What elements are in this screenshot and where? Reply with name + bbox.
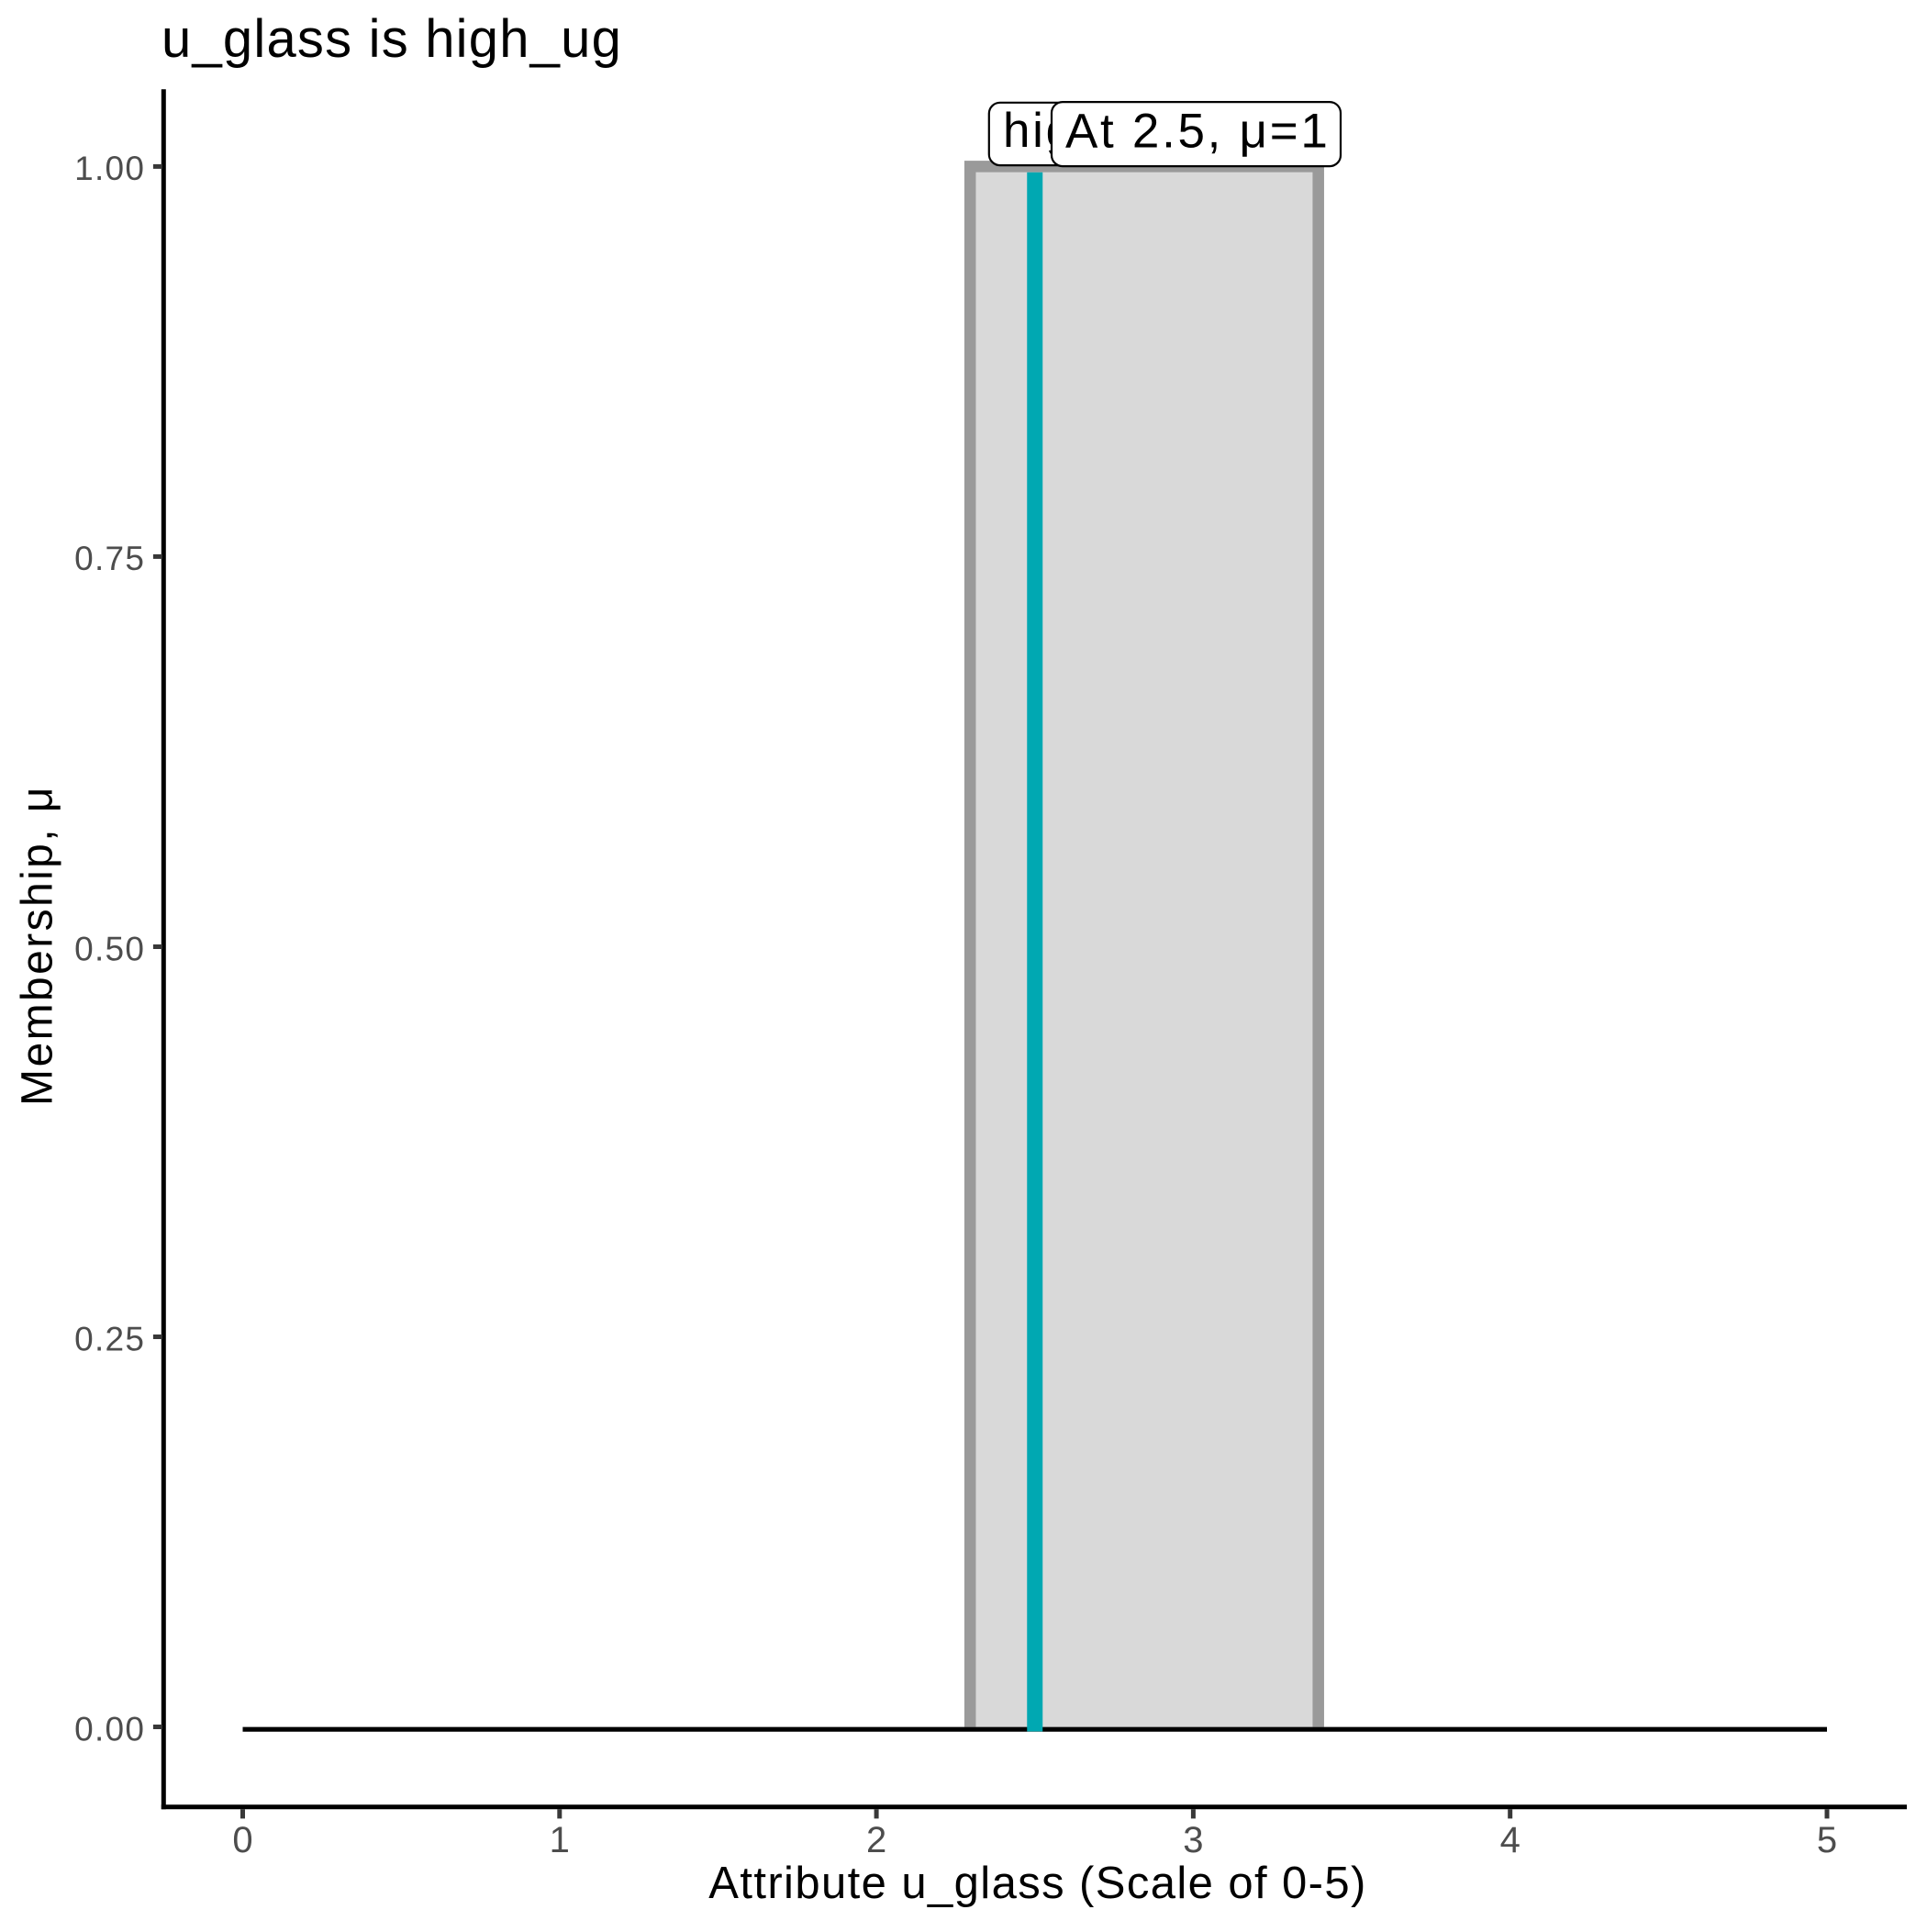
svg-text:Membership, μ: Membership, μ — [14, 785, 62, 1106]
svg-text:4: 4 — [1500, 1820, 1520, 1860]
svg-text:1: 1 — [550, 1820, 570, 1860]
svg-text:0.50: 0.50 — [74, 930, 145, 967]
svg-text:Attribute u_glass (Scale of 0-: Attribute u_glass (Scale of 0-5) — [708, 1859, 1367, 1908]
svg-text:1.00: 1.00 — [74, 150, 145, 187]
svg-text:0.00: 0.00 — [74, 1710, 145, 1748]
svg-text:0.75: 0.75 — [74, 540, 145, 577]
svg-text:0: 0 — [232, 1820, 252, 1860]
svg-text:u_glass is high_ug: u_glass is high_ug — [162, 9, 622, 69]
svg-text:At 2.5, μ=1: At 2.5, μ=1 — [1065, 105, 1331, 159]
svg-text:2: 2 — [866, 1820, 886, 1860]
svg-text:5: 5 — [1817, 1820, 1837, 1860]
svg-text:3: 3 — [1183, 1820, 1203, 1860]
svg-text:0.25: 0.25 — [74, 1320, 145, 1357]
